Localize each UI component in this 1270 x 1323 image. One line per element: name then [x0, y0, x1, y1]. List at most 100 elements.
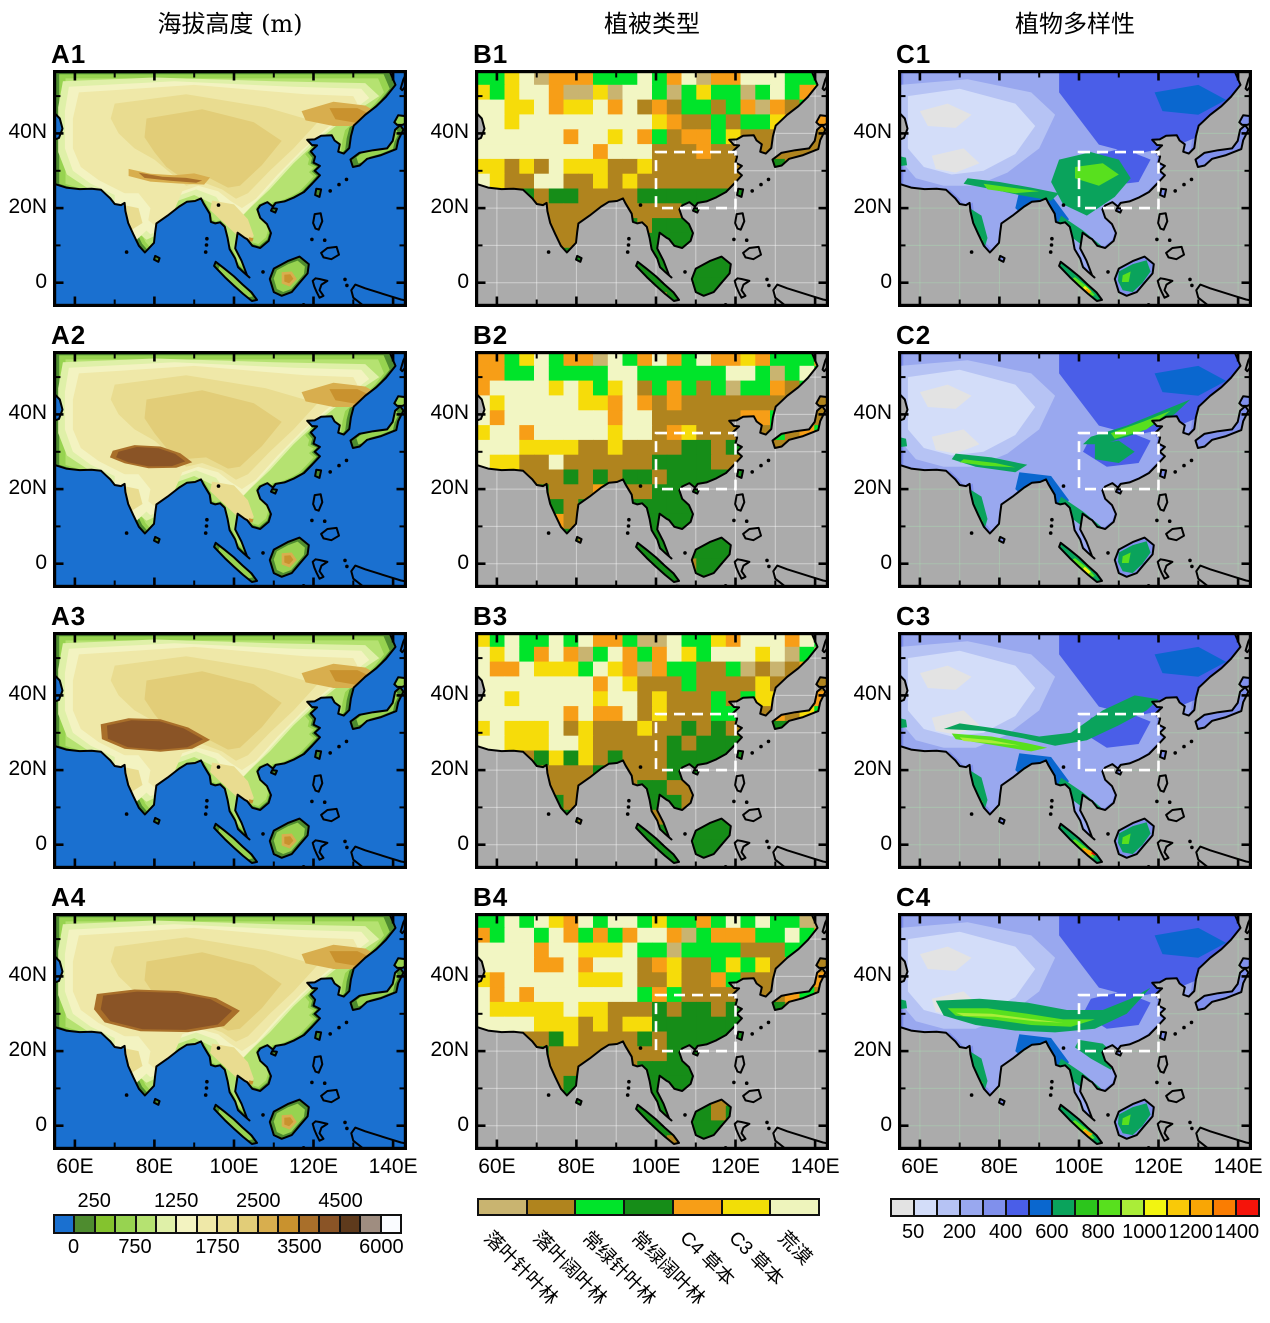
- panel-label: C1: [896, 39, 932, 69]
- diversity-tick: 50: [902, 1221, 925, 1243]
- y-axis-label: 40N: [853, 120, 892, 144]
- diversity-tick: 200: [942, 1221, 977, 1243]
- y-axis-label: 0: [35, 269, 47, 293]
- map-B2: [475, 351, 829, 588]
- panel-label: C3: [896, 601, 932, 631]
- panel-B3: B3 40N 20N 0: [430, 601, 829, 869]
- colorbar-cell: [1097, 1198, 1122, 1217]
- y-axis-label: 0: [457, 1112, 469, 1136]
- panel-A3: A3 40N 20N 0: [8, 601, 407, 869]
- panel-C1: C1 40N 20N 0: [853, 39, 1252, 307]
- colorbar-cell: [175, 1214, 198, 1234]
- y-axis-label: 20N: [430, 476, 469, 500]
- elevation-tick: 0: [68, 1236, 80, 1258]
- y-axis-label: 40N: [8, 963, 47, 987]
- y-axis-label: 20N: [853, 195, 892, 219]
- x-axis-label: 80E: [980, 1155, 1019, 1178]
- y-axis-label: 40N: [8, 682, 47, 706]
- elevation-tick: 1250: [153, 1190, 199, 1212]
- y-axis-label: 0: [35, 550, 47, 574]
- colorbar-cell: [1166, 1198, 1191, 1217]
- elevation-tick: 250: [77, 1190, 111, 1212]
- panel-C2: C2 40N 20N 0: [853, 320, 1252, 588]
- y-axis-label: 20N: [430, 195, 469, 219]
- map-C2: [898, 351, 1252, 588]
- elevation-tick: 6000: [359, 1236, 404, 1258]
- y-axis-label: 20N: [8, 476, 47, 500]
- diversity-tick: 600: [1035, 1221, 1069, 1243]
- elevation-tick: 750: [118, 1236, 152, 1258]
- colorbar-cell: [769, 1198, 821, 1216]
- x-axis-label: 80E: [135, 1155, 174, 1178]
- elevation-tick: 1750: [195, 1236, 240, 1258]
- colorbar-cell: [574, 1198, 626, 1216]
- y-axis-label: 0: [880, 1112, 892, 1136]
- panel-A4: A4 40N 20N 0 60E 80E 100E 120E 140E: [8, 882, 417, 1178]
- y-axis-label: 20N: [853, 476, 892, 500]
- map-A1: [53, 70, 407, 307]
- colorbar-cell: [216, 1214, 239, 1234]
- colorbar-cell: [359, 1214, 382, 1234]
- y-axis-label: 0: [880, 550, 892, 574]
- colorbar-cell: [623, 1198, 674, 1216]
- y-axis-label: 0: [880, 831, 892, 855]
- colorbar-cell: [53, 1214, 76, 1234]
- map-A3: [53, 632, 407, 869]
- map-B3: [475, 632, 829, 869]
- panel-label: A2: [51, 320, 87, 350]
- x-axis-label: 120E: [288, 1155, 339, 1178]
- colorbar-cell: [277, 1214, 300, 1234]
- vegetation-legend: 落叶针叶林 落叶阔叶林 常绿针叶林 常绿阔叶林 C4 草本 C3 草本 荒漠: [477, 1198, 821, 1323]
- panel-label: C4: [896, 882, 932, 912]
- colorbar-cell: [195, 1214, 219, 1234]
- map-C1: [898, 70, 1252, 307]
- elevation-colorbar: 250 1250 2500 4500 0 750 1750 3500 6000: [53, 1190, 404, 1260]
- map-A4: [53, 913, 407, 1150]
- x-axis-label: 100E: [209, 1155, 259, 1178]
- y-axis-label: 40N: [8, 120, 47, 144]
- panel-A2: A2 40N 20N 0: [8, 320, 407, 588]
- colorbar-cell: [1120, 1198, 1145, 1217]
- colorbar-cell: [1028, 1198, 1053, 1217]
- y-axis-label: 20N: [853, 1038, 892, 1062]
- colorbar-cell: [936, 1198, 961, 1217]
- panel-label: A1: [51, 39, 87, 69]
- panel-label: B2: [473, 320, 509, 350]
- x-axis-label: 140E: [790, 1155, 840, 1178]
- x-axis-label: 60E: [478, 1155, 516, 1178]
- x-axis-label: 100E: [631, 1155, 681, 1178]
- colorbar-cell: [913, 1198, 938, 1217]
- colorbar-cell: [982, 1198, 1007, 1217]
- map-C3: [898, 632, 1252, 869]
- panel-label: A3: [51, 601, 87, 631]
- column-title-vegetation: 植被类型: [604, 10, 700, 38]
- colorbar-cell: [1005, 1198, 1030, 1217]
- colorbar-cell: [1212, 1198, 1237, 1217]
- colorbar-cell: [155, 1214, 178, 1234]
- y-axis-label: 0: [35, 831, 47, 855]
- diversity-tick: 1000: [1122, 1221, 1167, 1243]
- diversity-tick: 1400: [1214, 1221, 1260, 1243]
- y-axis-label: 0: [457, 831, 469, 855]
- colorbar-cells: [53, 1214, 402, 1234]
- colorbar-cell: [134, 1214, 158, 1234]
- y-axis-label: 0: [880, 269, 892, 293]
- map-C4: [898, 913, 1252, 1150]
- colorbar-cell: [1143, 1198, 1168, 1217]
- panel-label: B1: [473, 39, 509, 69]
- panel-label: C2: [896, 320, 932, 350]
- y-axis-label: 20N: [430, 1038, 469, 1062]
- diversity-tick: 800: [1081, 1221, 1115, 1243]
- diversity-tick: 400: [988, 1221, 1023, 1243]
- y-axis-label: 40N: [853, 682, 892, 706]
- y-axis-label: 20N: [8, 1038, 47, 1062]
- y-axis-label: 40N: [430, 682, 469, 706]
- y-axis-label: 40N: [430, 120, 469, 144]
- colorbar-cell: [379, 1214, 402, 1234]
- colorbar-cell: [73, 1214, 96, 1234]
- panel-B1: B1 40N 20N 0: [430, 39, 829, 307]
- y-axis-label: 20N: [853, 757, 892, 781]
- colorbar-cell: [671, 1198, 723, 1216]
- x-axis-label: 120E: [710, 1155, 761, 1178]
- colorbar-cell: [114, 1214, 137, 1234]
